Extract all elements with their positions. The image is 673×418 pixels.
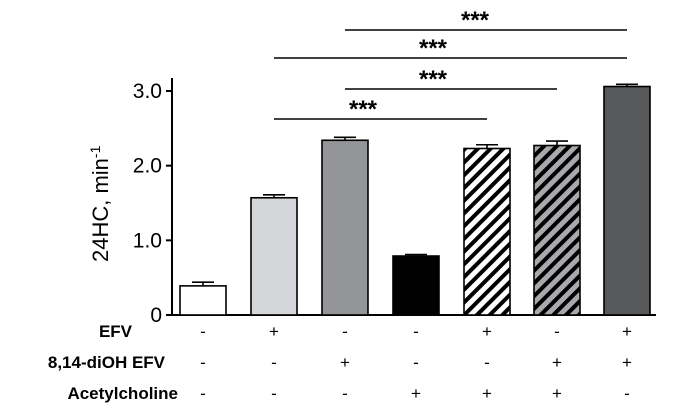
bar xyxy=(250,196,298,316)
minus-sign: - xyxy=(342,322,348,341)
minus-sign: - xyxy=(342,384,348,403)
significance-label: *** xyxy=(461,7,490,34)
minus-sign: - xyxy=(624,384,630,403)
plus-sign: + xyxy=(622,353,632,372)
bar xyxy=(463,147,511,316)
plus-sign: + xyxy=(482,322,492,341)
minus-sign: - xyxy=(200,322,206,341)
significance-label: *** xyxy=(419,35,448,62)
minus-sign: - xyxy=(200,384,206,403)
y-tick-label: 3.0 xyxy=(133,80,162,103)
condition-label: 8,14-diOH EFV xyxy=(48,353,166,372)
significance-annotations: *** *** *** *** xyxy=(274,7,627,123)
plus-sign: + xyxy=(482,384,492,403)
y-axis-label-main: 24HC, min xyxy=(88,158,113,262)
minus-sign: - xyxy=(413,322,419,341)
bars xyxy=(179,83,651,316)
y-tick-label: 2.0 xyxy=(133,155,162,178)
plus-sign: + xyxy=(622,322,632,341)
bar xyxy=(533,144,581,316)
bar xyxy=(179,285,227,316)
plus-sign: + xyxy=(411,384,421,403)
y-tick-label: 1.0 xyxy=(133,229,162,252)
minus-sign: - xyxy=(271,353,277,372)
condition-table: EFV - + - - + - +8,14-diOH EFV - - + - - + + Acetylchol… xyxy=(48,322,632,403)
y-axis-label-superscript: -1 xyxy=(87,145,103,158)
condition-label: Acetylcholine xyxy=(67,384,178,403)
plus-sign: + xyxy=(269,322,279,341)
plus-sign: + xyxy=(552,384,562,403)
bar xyxy=(321,139,369,316)
minus-sign: - xyxy=(484,353,490,372)
bar xyxy=(392,255,440,316)
plus-sign: + xyxy=(552,353,562,372)
plus-sign: + xyxy=(340,353,350,372)
svg-text:24HC, min-1: 24HC, min-1 xyxy=(87,145,113,262)
minus-sign: - xyxy=(413,353,419,372)
significance-label: *** xyxy=(419,66,448,93)
minus-sign: - xyxy=(271,384,277,403)
significance-label: *** xyxy=(349,96,378,123)
y-tick-label: 0 xyxy=(150,304,162,327)
y-axis-label: 24HC, min-1 xyxy=(87,145,113,262)
minus-sign: - xyxy=(554,322,560,341)
minus-sign: - xyxy=(200,353,206,372)
condition-label: EFV xyxy=(99,322,133,341)
bar xyxy=(603,85,651,316)
